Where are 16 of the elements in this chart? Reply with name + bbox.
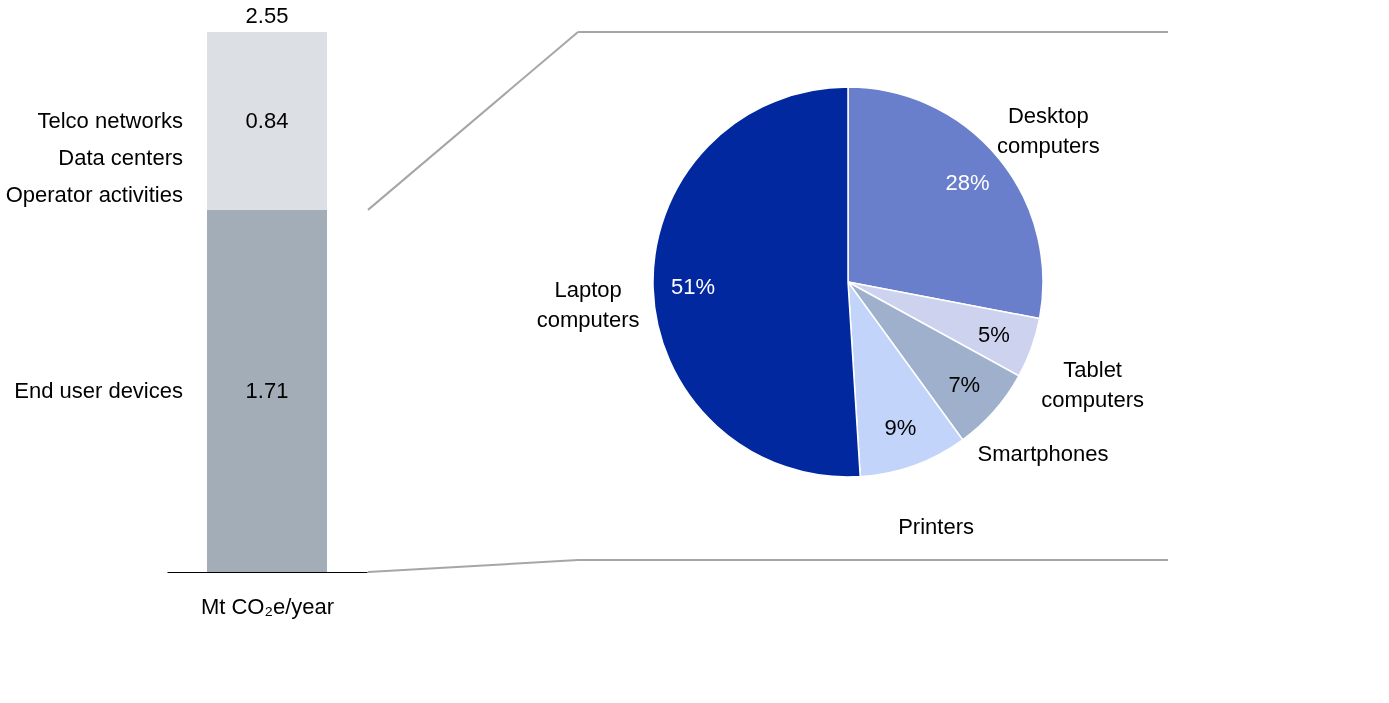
x-axis-title: Mt CO₂e/year: [200, 593, 335, 619]
slice-label: Desktop computers: [996, 103, 1100, 159]
data-label: 51%: [671, 273, 716, 299]
slice-label: Smartphones: [977, 440, 1109, 466]
data-label: 1.71: [245, 377, 289, 403]
series-label: End user devices: [14, 377, 183, 403]
data-label: 0.84: [245, 107, 289, 133]
data-label: 7%: [948, 371, 981, 397]
data-label: 28%: [945, 170, 990, 196]
slice-label: Laptop computers: [536, 277, 640, 333]
slice-label: Tablet computers: [1041, 357, 1144, 413]
total-label: 2.55: [245, 3, 289, 28]
data-label: 5%: [977, 321, 1010, 347]
data-label: 9%: [884, 414, 917, 440]
series-label: Telco networks Data centers Operator activities: [5, 107, 183, 207]
slice-label: Printers: [898, 513, 974, 539]
